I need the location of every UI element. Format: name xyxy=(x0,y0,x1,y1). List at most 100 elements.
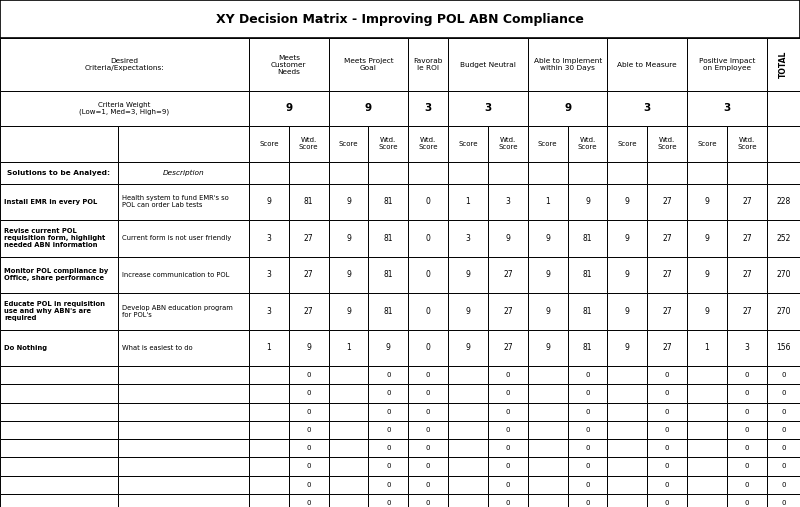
Bar xyxy=(647,439,687,457)
Bar xyxy=(647,457,687,476)
Bar xyxy=(687,220,727,257)
Text: 0: 0 xyxy=(306,409,311,415)
Text: 0: 0 xyxy=(426,197,430,206)
Text: 0: 0 xyxy=(386,372,390,378)
Bar xyxy=(528,403,568,421)
Text: 3: 3 xyxy=(466,234,470,243)
Bar xyxy=(727,330,767,366)
Bar xyxy=(727,403,767,421)
Text: 27: 27 xyxy=(662,343,672,352)
Text: Meets Project
Goal: Meets Project Goal xyxy=(344,58,394,71)
Bar xyxy=(767,257,800,293)
Text: 0: 0 xyxy=(426,409,430,415)
Bar xyxy=(329,220,369,257)
Bar xyxy=(568,476,607,494)
Text: 9: 9 xyxy=(546,307,550,316)
Bar xyxy=(767,439,800,457)
Bar xyxy=(448,330,488,366)
Bar xyxy=(0,439,118,457)
Text: 0: 0 xyxy=(306,427,311,433)
Bar xyxy=(528,293,568,330)
Text: 81: 81 xyxy=(384,307,393,316)
Text: Budget Neutral: Budget Neutral xyxy=(460,62,516,67)
Bar xyxy=(647,220,687,257)
Bar xyxy=(647,184,687,220)
Bar xyxy=(408,162,448,184)
Bar xyxy=(727,439,767,457)
Bar xyxy=(687,403,727,421)
Text: 0: 0 xyxy=(586,500,590,506)
Bar xyxy=(488,126,528,162)
Text: 0: 0 xyxy=(781,390,786,396)
Text: 0: 0 xyxy=(426,390,430,396)
Text: 9: 9 xyxy=(466,307,470,316)
Bar xyxy=(408,439,448,457)
Bar xyxy=(408,257,448,293)
Text: 9: 9 xyxy=(625,197,630,206)
Text: 0: 0 xyxy=(781,500,786,506)
Text: 0: 0 xyxy=(745,482,749,488)
Bar xyxy=(0,403,118,421)
Bar xyxy=(647,403,687,421)
Bar xyxy=(329,38,408,91)
Text: Score: Score xyxy=(338,141,358,147)
Bar xyxy=(369,162,408,184)
Text: 0: 0 xyxy=(745,445,749,451)
Bar xyxy=(488,457,528,476)
Bar xyxy=(369,184,408,220)
Text: 0: 0 xyxy=(781,427,786,433)
Bar xyxy=(767,403,800,421)
Bar xyxy=(727,126,767,162)
Bar xyxy=(0,0,800,38)
Bar xyxy=(687,162,727,184)
Bar xyxy=(0,257,118,293)
Bar xyxy=(118,476,249,494)
Bar xyxy=(249,476,289,494)
Bar xyxy=(607,126,647,162)
Text: 81: 81 xyxy=(583,343,592,352)
Bar xyxy=(329,457,369,476)
Text: 0: 0 xyxy=(386,445,390,451)
Text: 0: 0 xyxy=(745,390,749,396)
Bar xyxy=(369,126,408,162)
Text: 81: 81 xyxy=(384,197,393,206)
Bar xyxy=(249,494,289,507)
Text: Criteria Weight
(Low=1, Med=3, High=9): Criteria Weight (Low=1, Med=3, High=9) xyxy=(79,102,170,115)
Text: 9: 9 xyxy=(386,343,391,352)
Bar xyxy=(289,476,329,494)
Text: XY Decision Matrix - Improving POL ABN Compliance: XY Decision Matrix - Improving POL ABN C… xyxy=(216,13,584,25)
Bar xyxy=(767,91,800,126)
Text: 9: 9 xyxy=(546,343,550,352)
Text: 0: 0 xyxy=(426,343,430,352)
Text: 9: 9 xyxy=(346,270,351,279)
Bar xyxy=(568,184,607,220)
Text: 3: 3 xyxy=(266,234,271,243)
Bar xyxy=(369,476,408,494)
Bar xyxy=(528,457,568,476)
Bar xyxy=(118,220,249,257)
Text: 0: 0 xyxy=(426,427,430,433)
Text: 9: 9 xyxy=(625,307,630,316)
Text: 252: 252 xyxy=(776,234,790,243)
Text: 0: 0 xyxy=(586,482,590,488)
Bar xyxy=(488,384,528,403)
Text: Current form is not user friendly: Current form is not user friendly xyxy=(122,235,231,241)
Text: What is easiest to do: What is easiest to do xyxy=(122,345,193,351)
Text: 3: 3 xyxy=(266,307,271,316)
Bar xyxy=(687,257,727,293)
Bar xyxy=(329,476,369,494)
Bar xyxy=(249,126,289,162)
Text: 0: 0 xyxy=(506,372,510,378)
Text: 9: 9 xyxy=(306,343,311,352)
Text: 9: 9 xyxy=(346,307,351,316)
Bar xyxy=(767,494,800,507)
Text: 0: 0 xyxy=(506,409,510,415)
Bar xyxy=(647,366,687,384)
Bar xyxy=(528,257,568,293)
Bar xyxy=(727,220,767,257)
Bar xyxy=(568,439,607,457)
Bar xyxy=(289,184,329,220)
Bar xyxy=(767,184,800,220)
Text: Positive Impact
on Employee: Positive Impact on Employee xyxy=(698,58,755,71)
Text: Wtd.
Score: Wtd. Score xyxy=(658,137,677,151)
